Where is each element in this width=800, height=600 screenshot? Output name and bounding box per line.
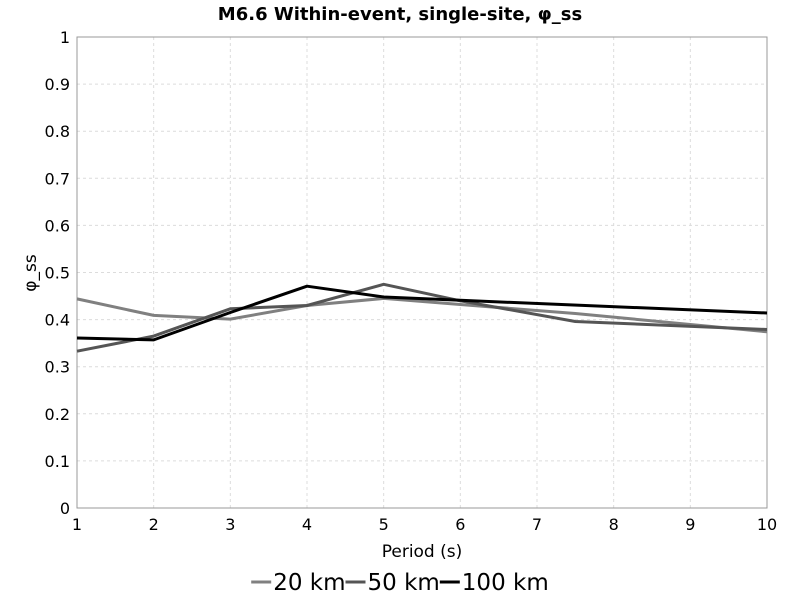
y-tick-label: 1 xyxy=(60,28,70,47)
series-line-20-km xyxy=(76,296,768,334)
y-axis-label: φ_ss xyxy=(21,254,41,292)
x-tick-label: 6 xyxy=(455,515,465,534)
x-tick-label: 3 xyxy=(225,515,235,534)
series-lines xyxy=(76,282,768,353)
y-tick-label: 0.2 xyxy=(45,405,70,424)
legend-label: 100 km xyxy=(462,570,549,596)
x-tick-label: 10 xyxy=(757,515,777,534)
x-tick-label: 8 xyxy=(609,515,619,534)
grid xyxy=(76,36,768,509)
series-line-100-km xyxy=(76,284,768,342)
y-axis-ticks: 0 0.1 0.2 0.3 0.4 0.5 0.6 0.7 0.8 0.9 1 xyxy=(45,28,70,518)
chart-title: M6.6 Within-event, single-site, φ_ss xyxy=(218,4,582,25)
x-tick-label: 2 xyxy=(149,515,159,534)
y-tick-label: 0 xyxy=(60,499,70,518)
plot-frame xyxy=(76,36,768,509)
y-tick-label: 0.5 xyxy=(45,264,70,283)
x-axis-ticks: 1 2 3 4 5 6 7 8 9 10 xyxy=(72,515,777,534)
y-tick-label: 0.6 xyxy=(45,216,70,235)
y-tick-label: 0.4 xyxy=(45,311,70,330)
legend: 20 km 50 km 100 km xyxy=(251,570,549,596)
legend-item: 100 km xyxy=(439,570,549,596)
legend-item: 20 km xyxy=(251,570,346,596)
x-tick-label: 4 xyxy=(302,515,312,534)
y-tick-label: 0.1 xyxy=(45,452,70,471)
legend-item: 50 km xyxy=(345,570,440,596)
y-tick-label: 0.7 xyxy=(45,169,70,188)
x-axis-label: Period (s) xyxy=(382,542,463,562)
y-tick-label: 0.8 xyxy=(45,122,70,141)
x-tick-label: 9 xyxy=(685,515,695,534)
legend-label: 50 km xyxy=(368,570,440,596)
x-tick-label: 1 xyxy=(72,515,82,534)
legend-label: 20 km xyxy=(273,570,345,596)
y-tick-label: 0.9 xyxy=(45,75,70,94)
x-tick-label: 5 xyxy=(379,515,389,534)
x-tick-label: 7 xyxy=(532,515,542,534)
series-line-50-km xyxy=(76,282,768,353)
y-tick-label: 0.3 xyxy=(45,358,70,377)
